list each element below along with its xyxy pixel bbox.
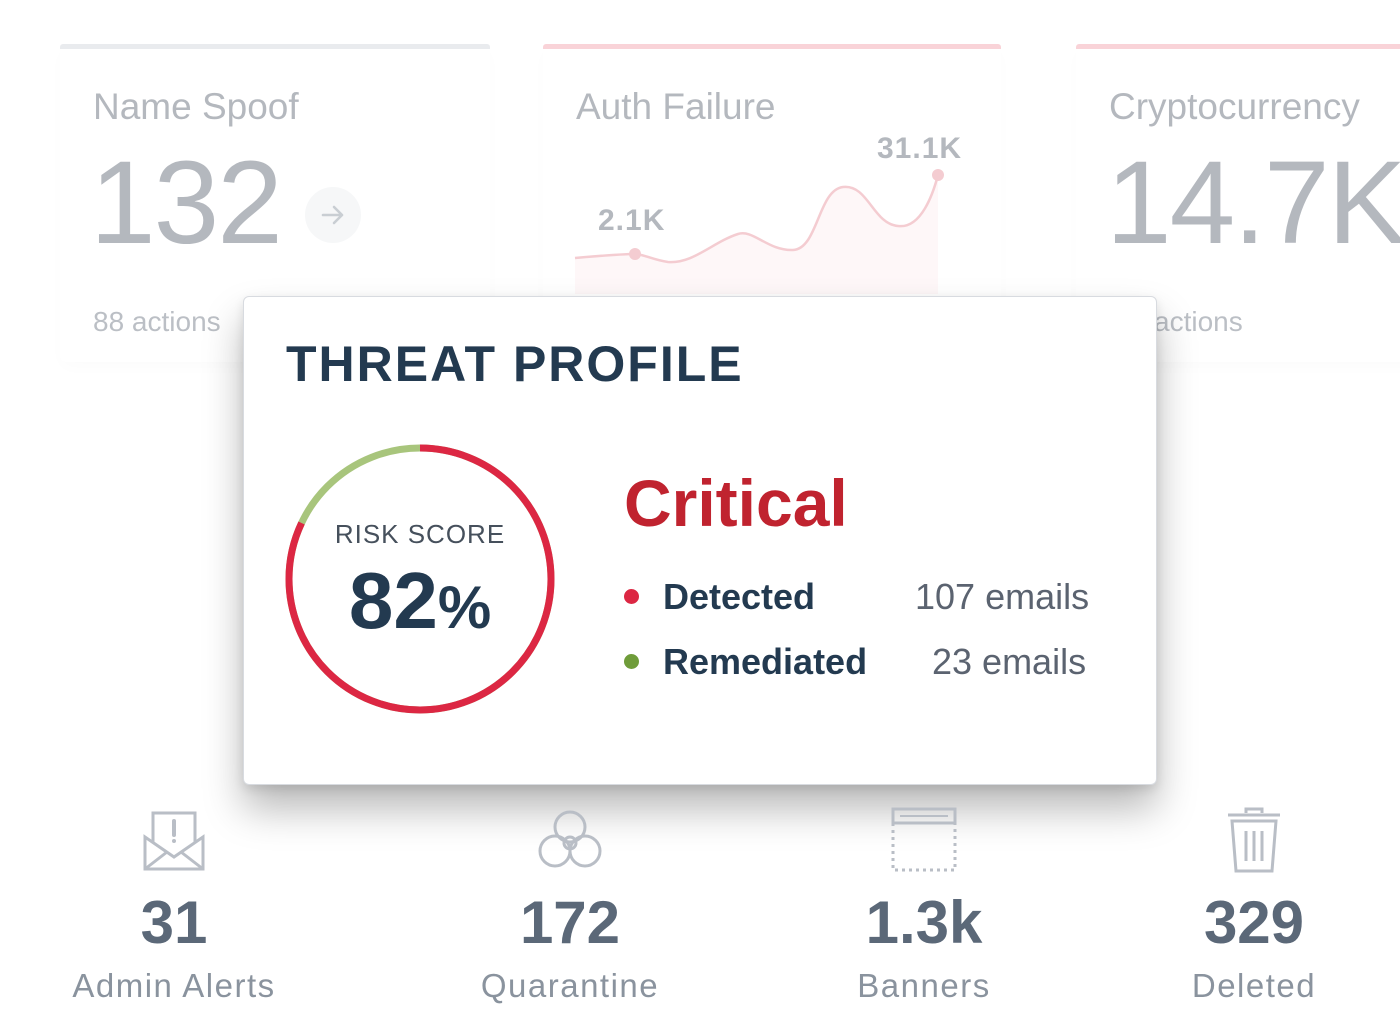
arrow-right-icon[interactable] — [305, 187, 361, 243]
threat-profile-popup: THREAT PROFILE RISK SCORE 82% Critical D… — [243, 296, 1157, 785]
legend-dot-icon — [624, 589, 639, 604]
banner-window-icon — [784, 805, 1064, 875]
stat-value: 329 — [1203, 889, 1305, 956]
card-title: Name Spoof — [93, 86, 299, 127]
spark-high-label: 31.1K — [877, 132, 963, 165]
stat-value: 31 — [140, 889, 208, 956]
risk-score-unit: % — [437, 574, 492, 641]
card-accent-bar — [543, 44, 1001, 49]
card-cryptocurrency[interactable]: Cryptocurrency 14.7K actions — [1076, 44, 1400, 362]
stat-banners[interactable]: 1.3k Banners — [784, 805, 1064, 1005]
legend-value: 107 emails — [915, 576, 1090, 617]
card-accent-bar — [60, 44, 490, 49]
spark-low-label: 2.1K — [598, 204, 666, 237]
stat-deleted[interactable]: 329 Deleted — [1114, 805, 1394, 1005]
legend-label: Remediated — [663, 641, 868, 682]
stat-quarantine[interactable]: 172 Quarantine — [430, 805, 710, 1005]
stat-label: Banners — [857, 967, 991, 1004]
risk-score-label: RISK SCORE — [334, 519, 506, 549]
stat-value: 172 — [519, 889, 621, 956]
stat-label: Quarantine — [480, 967, 660, 1004]
legend-label: Detected — [663, 576, 816, 617]
popup-title: THREAT PROFILE — [286, 336, 744, 392]
risk-score-donut — [285, 444, 555, 714]
sparkline — [574, 169, 944, 294]
risk-score-value: 82% — [286, 555, 554, 647]
card-value: 132 — [90, 137, 283, 269]
severity-label: Critical — [624, 466, 848, 540]
spark-high-point — [932, 169, 944, 181]
donut-danger-arc — [285, 444, 555, 714]
trash-icon — [1114, 805, 1394, 875]
card-value: 14.7K — [1106, 137, 1400, 269]
legend-dot-icon — [624, 654, 639, 669]
stat-label: Admin Alerts — [72, 967, 276, 1004]
biohazard-icon — [430, 805, 710, 875]
legend-value: 23 emails — [932, 641, 1087, 682]
card-title: Cryptocurrency — [1109, 86, 1360, 127]
stat-label: Deleted — [1191, 967, 1317, 1004]
spark-low-point — [629, 248, 641, 260]
alert-envelope-icon — [34, 805, 314, 875]
card-accent-bar — [1076, 44, 1400, 49]
stat-value: 1.3k — [865, 889, 983, 956]
stat-admin-alerts[interactable]: 31 Admin Alerts — [34, 805, 314, 1005]
card-title: Auth Failure — [576, 86, 776, 127]
card-subtext: 88 actions — [93, 306, 221, 337]
risk-score-number: 82 — [348, 556, 438, 645]
card-subtext: actions — [1154, 306, 1243, 337]
